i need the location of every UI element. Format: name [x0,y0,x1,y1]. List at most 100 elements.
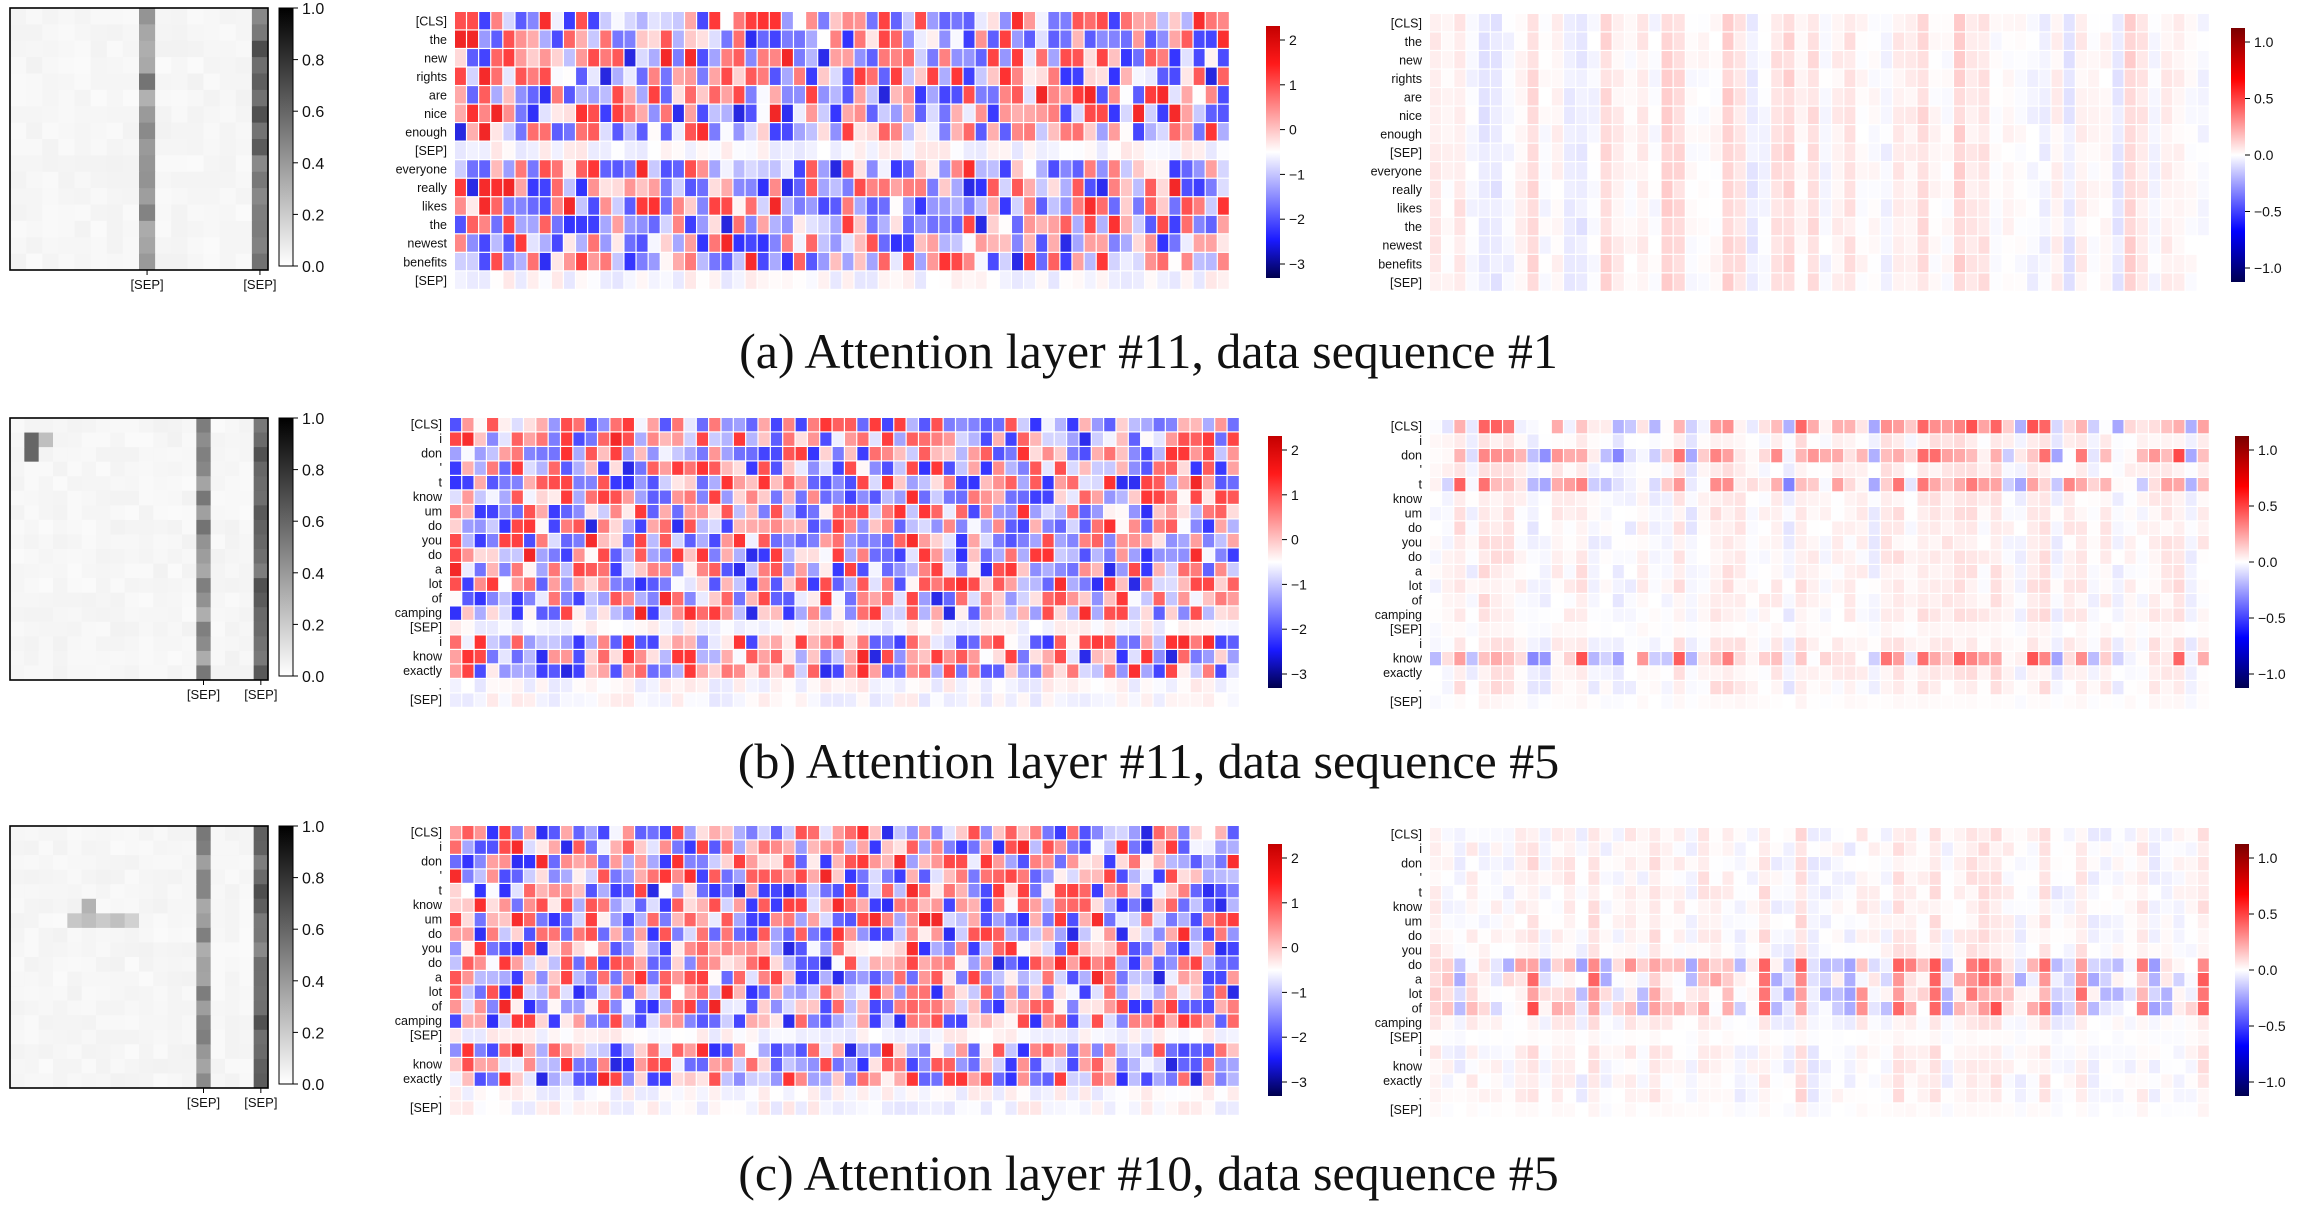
gray-cell [125,607,140,622]
middle-cell [649,271,660,288]
right-cell [1515,652,1526,665]
right-cell [2039,88,2050,105]
right-cell [1808,507,1819,520]
middle-cell [771,665,782,678]
right-cell [1430,536,1441,549]
right-cell [1479,449,1490,462]
middle-cell [968,476,979,489]
middle-cell [956,592,967,605]
right-cell [1759,236,1770,253]
right-cell [1796,236,1807,253]
right-cell [2137,70,2148,87]
middle-cell [1182,86,1193,103]
right-cell [2064,507,2075,520]
right-cell [1942,623,1953,636]
middle-cell [1067,447,1078,460]
right-cell [2137,522,2148,535]
right-cell [1832,181,1843,198]
right-cell [1479,623,1490,636]
right-cell [1540,218,1551,235]
middle-cell [1085,197,1096,214]
gray-cell [96,418,111,433]
gray-cell [254,534,269,549]
right-cell [1601,652,1612,665]
gray-cell [211,578,226,593]
middle-cell [1000,12,1011,29]
middle-cell [976,179,987,196]
right-cell [1588,638,1599,651]
middle-cell [770,31,781,48]
gray-cell [10,491,25,506]
right-cell [1625,493,1636,506]
middle-cell [536,665,547,678]
gray-cell [187,139,204,156]
gray-cell [24,564,39,579]
right-cell [2076,522,2087,535]
right-cell [1479,162,1490,179]
right-cell [1771,435,1782,448]
middle-cell [540,197,551,214]
right-cell [2015,125,2026,142]
right-cell [1625,638,1636,651]
middle-cell [1203,578,1214,591]
right-cell [2100,236,2111,253]
right-cell [1796,493,1807,506]
right-cell [1796,435,1807,448]
right-cell [1857,623,1868,636]
middle-cell [981,694,992,707]
right-cell [2088,255,2099,272]
middle-cell [1109,31,1120,48]
right-cell [2064,594,2075,607]
middle-cell [697,31,708,48]
middle-cell [927,253,938,270]
right-cell [1625,478,1636,491]
right-cell [1954,478,1965,491]
right-cell [1430,478,1441,491]
middle-cell [894,534,905,547]
gray-cell [182,462,197,477]
gray-cell [110,447,125,462]
gray-cell [24,651,39,666]
right-cell [2064,565,2075,578]
right-cell [1723,580,1734,593]
right-cell [2015,107,2026,124]
right-cell [1893,478,1904,491]
middle-cell [843,253,854,270]
right-cell [1735,652,1746,665]
middle-cell [783,592,794,605]
middle-cell [1055,549,1066,562]
middle-cell [1166,563,1177,576]
middle-cell [1109,253,1120,270]
middle-cell [721,179,732,196]
middle-cell [855,123,866,140]
gray-cell [153,462,168,477]
gray-cell [110,578,125,593]
middle-cell [697,549,708,562]
right-cell [1698,218,1709,235]
middle-cell [1178,491,1189,504]
right-cell [2003,70,2014,87]
gray-cell [220,57,237,74]
gray-cell [125,520,140,535]
right-cell [2161,464,2172,477]
middle-cell [600,160,611,177]
middle-cell [857,578,868,591]
right-cell [1662,536,1673,549]
middle-cell [487,462,498,475]
gray-cell [67,564,82,579]
middle-cell [499,592,510,605]
middle-cell [857,592,868,605]
right-cell [1491,435,1502,448]
middle-cell [573,679,584,692]
right-cell [1978,420,1989,433]
middle-cell [721,216,732,233]
gray-colorbar-label: 0.8 [302,463,324,480]
gray-cell [182,418,197,433]
middle-cell [660,578,671,591]
right-cell [1674,609,1685,622]
middle-cell [649,253,660,270]
middle-cell [576,68,587,85]
middle-cell [536,491,547,504]
middle-cell [552,123,563,140]
right-cell [1503,580,1514,593]
